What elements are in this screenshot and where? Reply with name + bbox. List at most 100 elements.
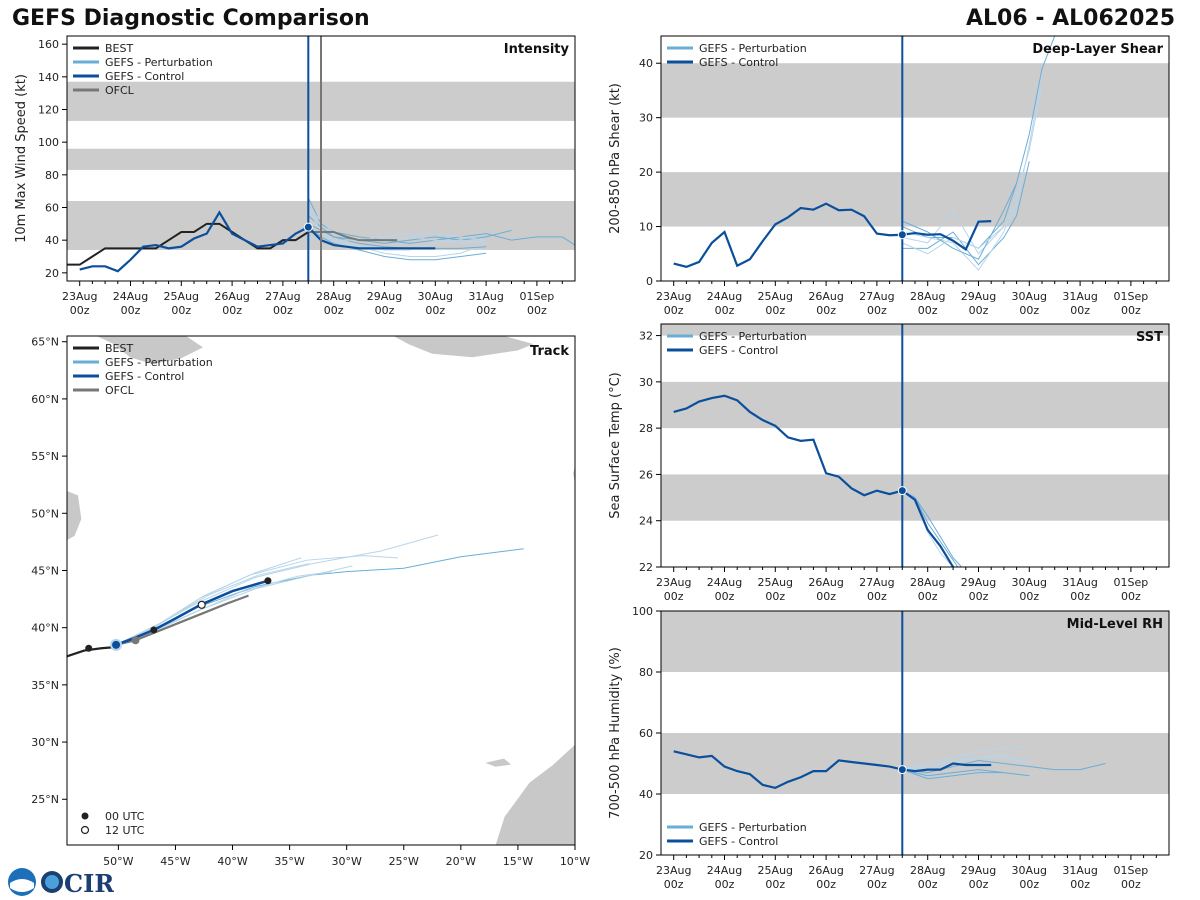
- intensity-pert-member-6: [307, 226, 487, 261]
- rh-ytick-label-4: 100: [632, 605, 653, 618]
- track-xtick-label-5: 25°W: [389, 855, 419, 868]
- shear-xtick-label-8: 31Aug 00z: [1062, 290, 1097, 317]
- rh-xtick-label-9: 01Sep 00z: [1114, 864, 1149, 891]
- rh-init-marker: [897, 765, 907, 775]
- rh-ytick-label-2: 60: [639, 727, 653, 740]
- track-frame: [66, 335, 576, 846]
- rh-xtick-label-line: 00z: [867, 878, 887, 891]
- intensity-ytick-label-7: 160: [38, 38, 59, 51]
- intensity-ytick-label-3: 80: [45, 169, 59, 182]
- shear-xtick-label-line: 23Aug: [656, 290, 691, 303]
- rh-xtick-label-line: 00z: [816, 878, 836, 891]
- rh-xtick-label-8: 31Aug 00z: [1062, 864, 1097, 891]
- shear-band-1: [661, 63, 1169, 118]
- rh-xtick-label-line: 29Aug: [961, 864, 996, 877]
- intensity-init-marker: [303, 222, 313, 232]
- intensity-xtick-label-line: 00z: [273, 304, 293, 317]
- track-ytick-label-2: 35°N: [31, 679, 59, 692]
- sst-xtick-label-line: 26Aug: [808, 576, 843, 589]
- sst-xtick-label-line: 28Aug: [910, 576, 945, 589]
- rh-xtick-label-5: 28Aug 00z: [910, 864, 945, 891]
- track-panel: 50°W 45°W 40°W 35°W 30°W 25°W 20°W 15°W 10°W 25°N…: [31, 335, 590, 868]
- track-plot-area: [67, 336, 575, 845]
- shear-xtick-label-line: 24Aug: [707, 290, 742, 303]
- shear-xtick-label-line: 27Aug: [859, 290, 894, 303]
- shear-xtick-label-line: 26Aug: [808, 290, 843, 303]
- shear-xtick-label-line: 31Aug: [1062, 290, 1097, 303]
- shear-xtick-label-line: 00z: [816, 304, 836, 317]
- rh-pert-member-1: [902, 744, 1030, 771]
- rh-xtick-label-line: 00z: [1070, 878, 1090, 891]
- intensity-xtick-label-line: 31Aug: [468, 290, 503, 303]
- intensity-xtick-label-line: 27Aug: [265, 290, 300, 303]
- sst-xtick-label-4: 27Aug 00z: [859, 576, 894, 603]
- track-pert-member-5: [115, 563, 310, 646]
- shear-xtick-label-line: 28Aug: [910, 290, 945, 303]
- rh-xtick-label-2: 25Aug 00z: [758, 864, 793, 891]
- sst-xtick-label-8: 31Aug 00z: [1062, 576, 1097, 603]
- canary-islands-landmass: [481, 757, 514, 768]
- shear-xtick-label-9: 01Sep 00z: [1114, 290, 1149, 317]
- sst-xtick-label-line: 00z: [715, 590, 735, 603]
- rh-ylabel: 700-500 hPa Humidity (%): [608, 647, 623, 819]
- noaa-cira-logo: CIRA: [8, 868, 114, 898]
- rh-ytick-label-1: 40: [639, 788, 653, 801]
- intensity-xtick-label-7: 30Aug 00z: [418, 290, 453, 317]
- track-xtick-label-6: 20°W: [446, 855, 476, 868]
- rh-xtick-label-line: 00z: [1019, 878, 1039, 891]
- sst-ytick-label-0: 22: [639, 561, 653, 574]
- track-marker-12utc: [197, 600, 206, 609]
- rh-xtick-label-0: 23Aug 00z: [656, 864, 691, 891]
- shear-pert-member-3: [902, 84, 1043, 271]
- sst-xtick-label-line: 00z: [969, 590, 989, 603]
- sst-xtick-label-line: 29Aug: [961, 576, 996, 589]
- shear-legend-label-1: GEFS - Control: [699, 56, 778, 69]
- rh-xtick-label-line: 00z: [1121, 878, 1141, 891]
- intensity-xtick-label-8: 31Aug 00z: [468, 290, 503, 317]
- sst-ytick-label-3: 28: [639, 422, 653, 435]
- intensity-xtick-label-line: 00z: [476, 304, 496, 317]
- sst-band-2: [661, 324, 1169, 336]
- sst-xtick-label-line: 01Sep: [1114, 576, 1149, 589]
- rh-pert-member-2: [902, 769, 1030, 777]
- intensity-xtick-label-line: 30Aug: [418, 290, 453, 303]
- track-ytick-label-1: 30°N: [31, 736, 59, 749]
- rh-xtick-label-1: 24Aug 00z: [707, 864, 742, 891]
- sst-xtick-label-0: 23Aug 00z: [656, 576, 691, 603]
- shear-xtick-label-line: 00z: [969, 304, 989, 317]
- track-legend-label-0: BEST: [105, 342, 133, 355]
- shear-legend-label-0: GEFS - Perturbation: [699, 42, 807, 55]
- shear-band-0: [661, 172, 1169, 227]
- track-pert-member-6: [115, 571, 332, 646]
- intensity-xtick-label-line: 24Aug: [113, 290, 148, 303]
- rh-band-0: [661, 733, 1169, 794]
- shear-xtick-label-line: 30Aug: [1012, 290, 1047, 303]
- track-xtick-label-4: 30°W: [331, 855, 361, 868]
- sst-legend-label-0: GEFS - Perturbation: [699, 330, 807, 343]
- intensity-xtick-label-line: 26Aug: [214, 290, 249, 303]
- track-title: Track: [530, 344, 569, 359]
- rh-plot-area: [661, 611, 1169, 794]
- sst-xtick-label-line: 00z: [1019, 590, 1039, 603]
- intensity-ytick-label-4: 100: [38, 136, 59, 149]
- intensity-legend-label-3: OFCL: [105, 84, 135, 97]
- shear-xtick-label-5: 28Aug 00z: [910, 290, 945, 317]
- rh-ytick-label-0: 20: [639, 849, 653, 862]
- sst-xtick-label-3: 26Aug 00z: [808, 576, 843, 603]
- track-marker-00utc: [150, 626, 158, 634]
- ireland-edge-landmass: [572, 463, 575, 488]
- shear-xtick-label-line: 00z: [867, 304, 887, 317]
- track-xtick-label-1: 45°W: [160, 855, 190, 868]
- rh-xtick-label-line: 00z: [765, 878, 785, 891]
- shear-xtick-label-line: 00z: [1121, 304, 1141, 317]
- track-xtick-label-0: 50°W: [103, 855, 133, 868]
- rh-title: Mid-Level RH: [1067, 617, 1163, 632]
- sst-xtick-label-line: 25Aug: [758, 576, 793, 589]
- sst-xtick-label-9: 01Sep 00z: [1114, 576, 1149, 603]
- shear-xtick-label-line: 00z: [664, 304, 684, 317]
- intensity-legend-label-0: BEST: [105, 42, 133, 55]
- shear-xtick-label-line: 01Sep: [1114, 290, 1149, 303]
- track-marker-00utc: [85, 644, 93, 652]
